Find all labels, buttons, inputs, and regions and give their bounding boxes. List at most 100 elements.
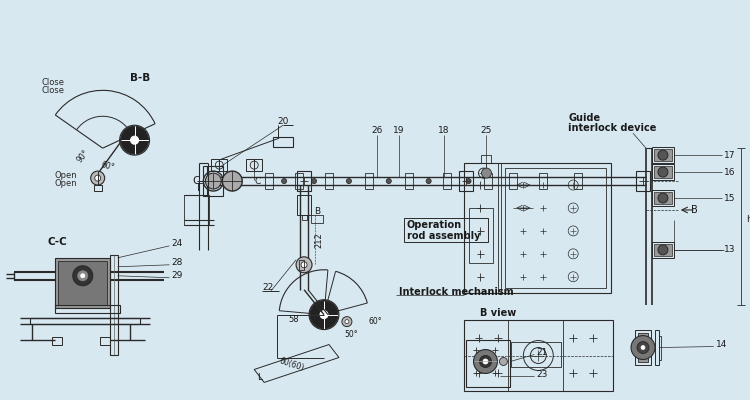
Text: 60(60): 60(60) — [278, 356, 305, 373]
Text: rod assembly: rod assembly — [406, 231, 480, 241]
Bar — [404, 218, 488, 242]
Text: Close: Close — [42, 86, 64, 95]
Circle shape — [479, 356, 491, 368]
Bar — [659, 336, 661, 360]
Circle shape — [473, 350, 497, 374]
Bar — [273, 137, 293, 147]
Circle shape — [130, 136, 139, 144]
Circle shape — [301, 262, 307, 268]
Bar — [484, 173, 493, 189]
Bar — [636, 171, 650, 191]
Text: C: C — [193, 176, 200, 186]
Text: 26: 26 — [371, 126, 382, 135]
Text: 60°: 60° — [100, 160, 116, 172]
Bar — [512, 342, 561, 368]
Text: Open: Open — [55, 170, 77, 180]
Text: 29: 29 — [172, 271, 183, 280]
Bar — [246, 159, 262, 171]
Text: 17: 17 — [724, 151, 735, 160]
Circle shape — [94, 175, 100, 181]
Bar — [203, 166, 223, 196]
Text: B: B — [314, 208, 320, 216]
Text: Guide: Guide — [568, 113, 600, 123]
Bar — [464, 163, 611, 293]
Bar — [635, 330, 651, 366]
Circle shape — [81, 274, 85, 278]
Text: Γ: Γ — [196, 183, 202, 193]
Text: 50°: 50° — [344, 330, 358, 339]
Circle shape — [426, 178, 431, 184]
Text: 24: 24 — [172, 239, 183, 248]
Bar — [506, 168, 606, 288]
Circle shape — [631, 336, 655, 360]
Text: B view: B view — [481, 308, 517, 318]
Bar — [464, 320, 613, 392]
Circle shape — [386, 178, 392, 184]
Bar — [325, 173, 333, 189]
Bar — [364, 173, 373, 189]
Bar — [405, 173, 412, 189]
Circle shape — [281, 178, 286, 184]
Bar — [311, 215, 323, 223]
Bar — [482, 155, 491, 163]
Bar — [100, 336, 109, 344]
Text: B: B — [691, 205, 698, 215]
Bar — [655, 330, 659, 366]
Text: 22: 22 — [262, 283, 274, 292]
Circle shape — [311, 178, 316, 184]
Circle shape — [78, 271, 88, 281]
Text: 14: 14 — [716, 340, 728, 349]
Bar — [55, 258, 110, 308]
Circle shape — [658, 167, 668, 177]
Text: 18: 18 — [438, 126, 449, 135]
Text: 13: 13 — [724, 245, 735, 254]
Text: 58: 58 — [289, 315, 299, 324]
Circle shape — [641, 346, 645, 350]
Text: Open: Open — [55, 178, 77, 188]
Circle shape — [73, 266, 93, 286]
Circle shape — [121, 126, 148, 154]
Circle shape — [345, 320, 349, 324]
Text: 60°: 60° — [368, 317, 382, 326]
Circle shape — [222, 171, 242, 191]
Text: B-B: B-B — [130, 73, 150, 83]
Circle shape — [482, 168, 491, 178]
Bar — [299, 260, 304, 270]
Bar — [297, 195, 311, 215]
Bar — [469, 208, 494, 263]
Text: Operation: Operation — [406, 220, 462, 230]
Bar — [295, 173, 303, 189]
Bar — [94, 185, 102, 191]
Bar — [652, 190, 674, 206]
Text: Close: Close — [42, 78, 64, 87]
Bar — [654, 166, 672, 178]
Bar — [266, 173, 273, 189]
Circle shape — [658, 150, 668, 160]
Bar — [466, 340, 511, 388]
Text: 212: 212 — [314, 232, 323, 248]
Circle shape — [296, 257, 312, 273]
Bar — [638, 332, 648, 362]
Text: interlock device: interlock device — [568, 123, 656, 133]
Text: 19: 19 — [393, 126, 404, 135]
Text: 90°: 90° — [75, 148, 91, 164]
Circle shape — [91, 171, 105, 185]
Bar — [509, 173, 518, 189]
Text: 20: 20 — [278, 117, 289, 126]
Bar — [55, 305, 120, 313]
Text: 23: 23 — [536, 370, 548, 379]
Text: 25: 25 — [481, 126, 492, 135]
Bar — [52, 336, 62, 344]
Circle shape — [658, 245, 668, 255]
Text: 28: 28 — [172, 258, 183, 267]
Bar — [574, 173, 582, 189]
Bar — [652, 164, 674, 180]
Circle shape — [310, 301, 338, 328]
Circle shape — [342, 317, 352, 327]
Text: L: L — [256, 373, 262, 382]
Circle shape — [658, 193, 668, 203]
Text: C: C — [254, 176, 260, 186]
Circle shape — [346, 178, 352, 184]
Bar — [458, 171, 472, 191]
Circle shape — [466, 178, 471, 184]
